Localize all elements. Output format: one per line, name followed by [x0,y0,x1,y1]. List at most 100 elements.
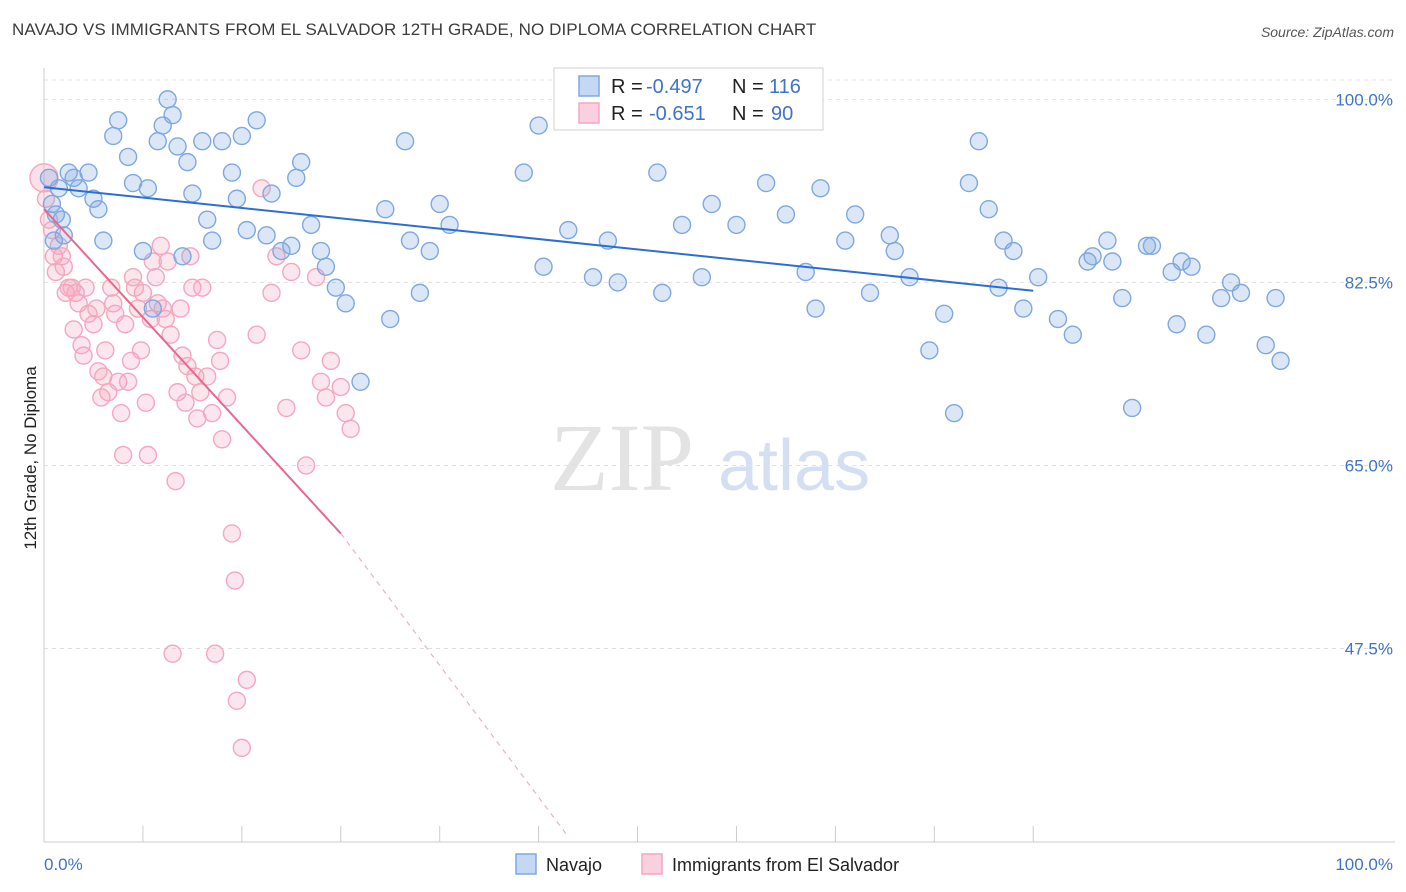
salvador-point [191,383,210,402]
navajo-point [168,137,187,156]
salvador-point [96,341,115,360]
salvador-point [237,670,256,690]
salvador-point [115,315,135,334]
salvador-point [108,372,128,391]
navajo-point [316,257,336,276]
navajo-point [756,173,776,193]
navajo-point [1182,257,1201,276]
navajo-point [44,231,64,250]
navajo-point [1271,351,1290,371]
navajo-point [430,194,449,214]
salvador-point [148,294,167,313]
navajo-point [212,132,232,151]
salvador-point [225,571,245,590]
x-tick-label-min: 0.0% [44,855,83,874]
navajo-point [376,200,395,219]
bottom-legend-navajo: Navajo [546,855,602,875]
salvador-point [232,738,252,758]
salvador-point [262,283,281,303]
navajo-point [148,132,167,151]
salvador-point [205,644,225,663]
navajo-point [158,90,177,109]
navajo-point [583,267,603,287]
navajo-point [1231,283,1251,303]
navajo-point [272,241,291,261]
navajo-point [702,194,721,214]
salvador-point [133,283,153,303]
navajo-point [410,283,430,303]
navajo-point [108,111,128,130]
navajo-point [979,200,998,219]
salvador-point [282,262,301,282]
navajo-point [935,304,954,323]
salvador-point [316,388,336,407]
salvador-point [153,299,172,318]
salvador-point [138,445,158,465]
legend-salvador-r-value: -0.651 [649,103,706,125]
navajo-point [133,241,153,261]
navajo-point [672,215,692,235]
navajo-point [959,173,979,193]
salvador-point [336,403,355,423]
axes [43,68,1395,843]
navajo-point [292,152,311,172]
y-tick-label: 65.0% [1345,456,1393,475]
salvador-point [252,179,271,198]
salvador-point [176,393,195,412]
navajo-point [648,163,667,182]
navajo-point [311,241,331,261]
salvador-point [87,299,106,318]
navajo-point [1137,236,1157,256]
watermark-atlas: atlas [718,426,870,506]
series-legend: Navajo Immigrants from El Salvador [515,853,899,875]
navajo-point [287,168,306,188]
navajo-point [845,205,865,224]
navajo-point [529,116,548,135]
navajo-point [198,210,217,229]
grid-lines [44,79,1395,649]
navajo-point [1266,288,1285,308]
salvador-point [183,278,202,297]
watermark: ZIP atlas [550,404,870,511]
y-tick-label: 47.5% [1345,640,1393,659]
salvador-point [118,372,138,391]
navajo-point [42,194,62,214]
navajo-point [559,220,578,240]
navajo-point [692,267,712,287]
navajo-point [222,163,242,182]
navajo-point [282,236,301,256]
salvador-point [89,362,108,381]
navajo-point [395,132,415,151]
navajo-point [1078,252,1097,271]
bottom-legend-salvador: Immigrants from El Salvador [672,855,899,875]
navajo-trend-line [43,186,1034,292]
salvador-point [267,247,286,266]
navajo-series [39,79,1290,423]
navajo-point [969,132,989,151]
salvador-point [151,236,170,256]
legend-navajo-n-value: 116 [769,76,801,98]
navajo-point [138,179,158,198]
navajo-point [1256,335,1275,355]
salvador-point [331,377,350,397]
navajo-point [920,341,939,360]
navajo-point [173,247,192,266]
legend-salvador-swatch [578,102,600,124]
salvador-point [64,320,83,339]
navajo-point [227,189,247,208]
salvador-point [146,267,165,287]
salvador-point [113,445,133,465]
legend-navajo-r-value: -0.497 [646,76,703,98]
navajo-point [381,309,400,329]
salvador-point [341,419,360,439]
navajo-point [257,226,276,245]
salvador-point [102,278,121,297]
bottom-legend-salvador-swatch [641,853,663,875]
trend-lines [43,186,1034,838]
tick-labels: 100.0% 82.5% 65.0% 47.5% 0.0% 100.0% [44,90,1393,874]
navajo-point [143,299,163,318]
navajo-point [163,105,182,125]
salvador-point [74,346,93,365]
navajo-point [1063,325,1083,344]
navajo-point [178,152,197,172]
